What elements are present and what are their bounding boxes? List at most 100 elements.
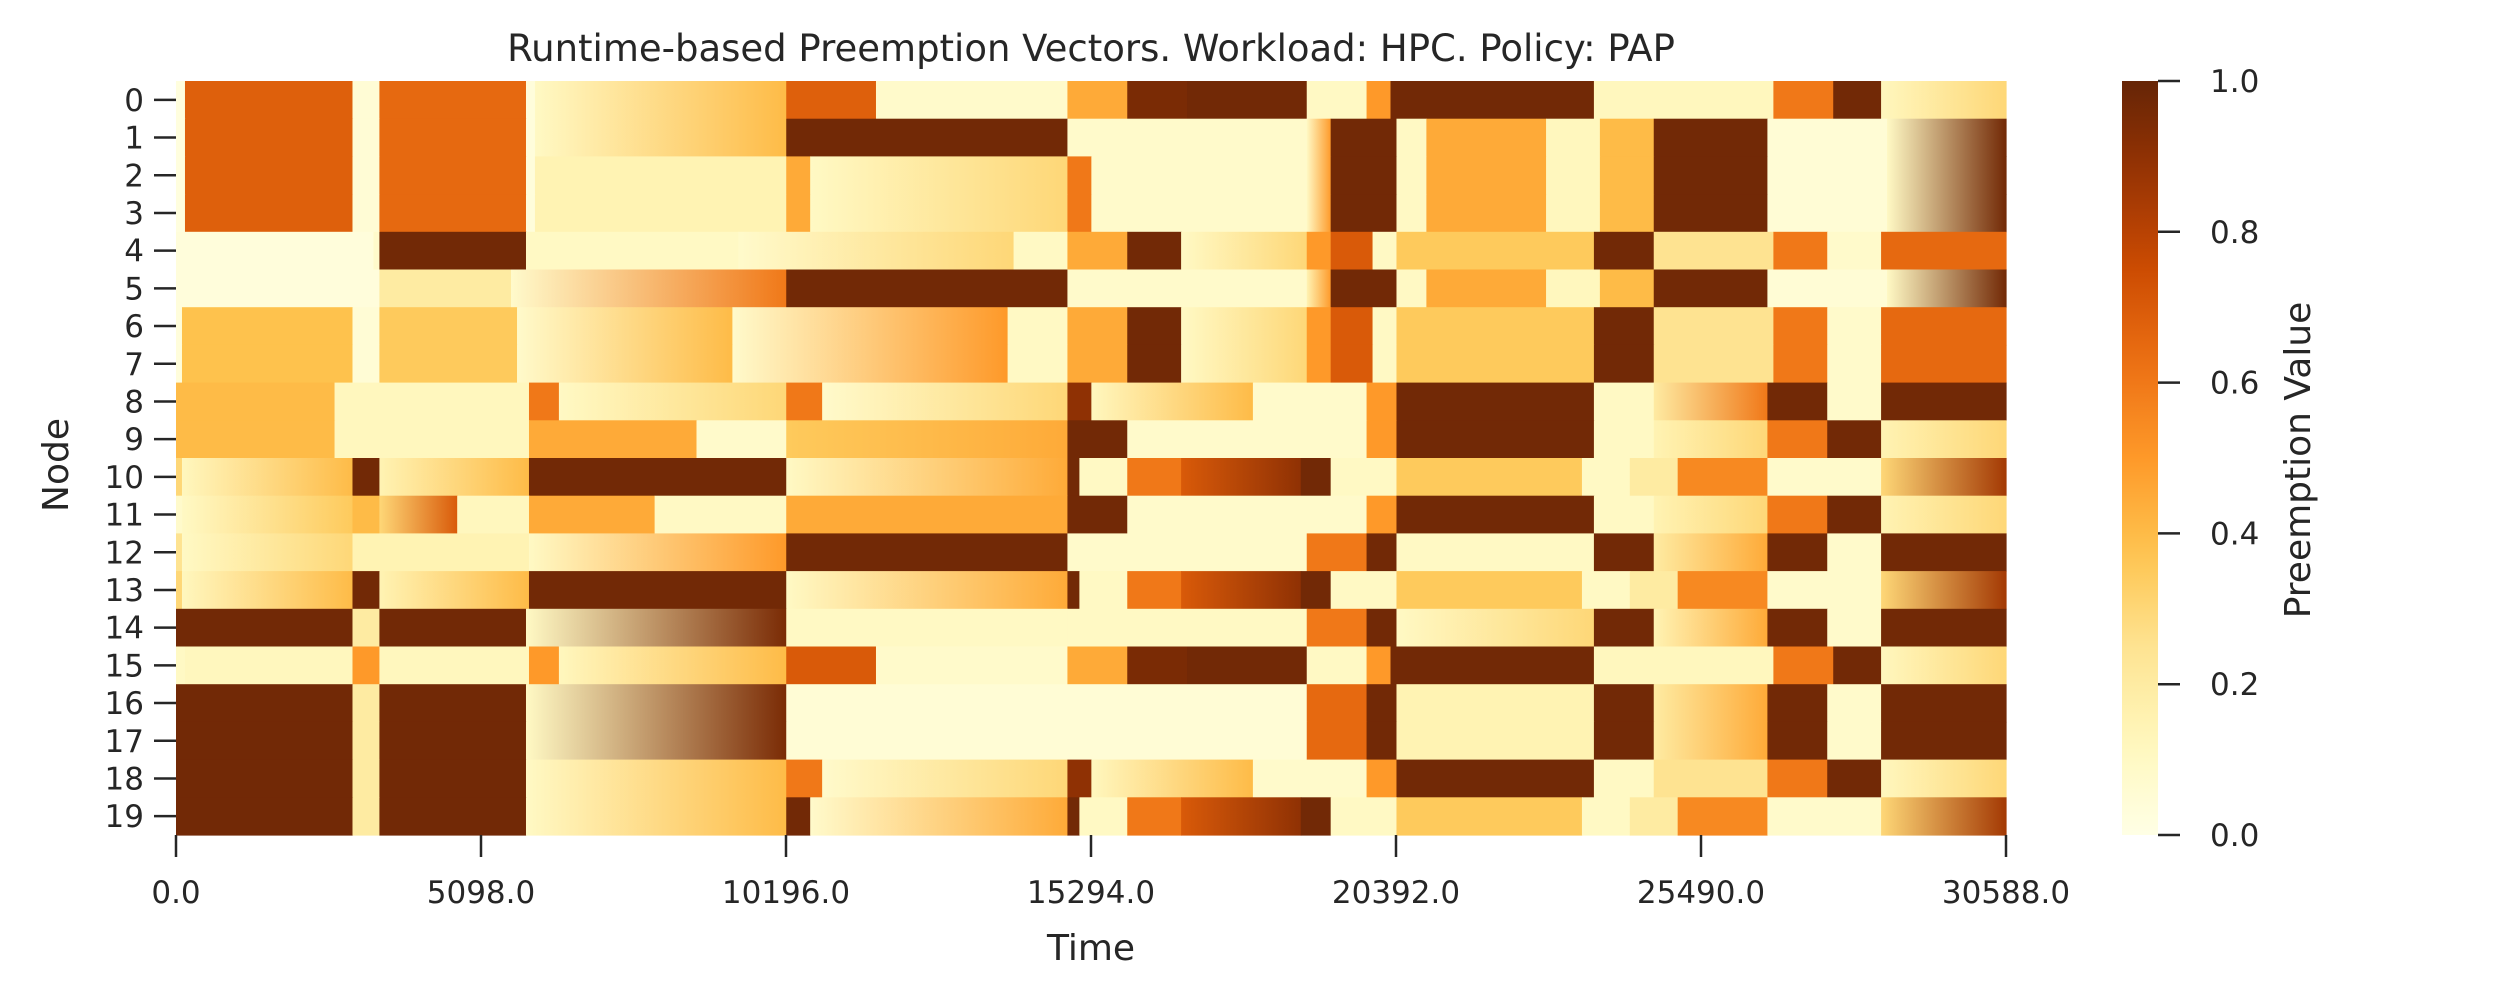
heatmap-cell (181, 458, 354, 497)
heatmap-cell (1653, 194, 1769, 233)
heatmap-cell (1306, 307, 1332, 346)
heatmap-cell (525, 231, 739, 271)
heatmap-cell (1887, 118, 2007, 157)
heatmap-cell (786, 382, 823, 421)
heatmap-cell (379, 721, 527, 761)
heatmap-cell (525, 118, 536, 157)
heatmap-cell (1127, 231, 1182, 271)
y-tick-label: 2 (124, 158, 144, 194)
y-tick-label: 8 (124, 384, 144, 420)
y-tick-label: 15 (105, 648, 144, 684)
heatmap-cell (1767, 194, 1888, 233)
heatmap-cell (1881, 759, 2007, 798)
heatmap-cell (176, 721, 354, 761)
heatmap-cell (732, 307, 1009, 346)
heatmap-cell (1306, 231, 1332, 271)
heatmap-cell (525, 156, 536, 195)
heatmap-cell (786, 759, 823, 798)
heatmap-cell (1300, 797, 1332, 836)
y-tick-label: 11 (105, 498, 144, 534)
heatmap-cell (1390, 81, 1595, 120)
x-tick-label: 0.0 (151, 875, 200, 911)
heatmap-cell (1067, 797, 1080, 836)
heatmap-cell (379, 307, 518, 346)
heatmap-cell (181, 495, 354, 534)
heatmap-cell (810, 156, 1069, 195)
heatmap-cell (1306, 344, 1332, 384)
heatmap-cell (184, 646, 354, 685)
heatmap-cell (1079, 458, 1128, 497)
heatmap-cell (1833, 646, 1882, 685)
heatmap-cell (1067, 458, 1080, 497)
heatmap-cell (1767, 533, 1828, 572)
x-tick-label: 30588.0 (1942, 875, 2070, 911)
heatmap-cell (352, 721, 381, 761)
heatmap-cell (1127, 646, 1188, 685)
heatmap-cell (875, 646, 1069, 685)
heatmap-cell (1881, 231, 2007, 271)
y-tick-label: 6 (124, 309, 144, 345)
heatmap-cell (1653, 684, 1769, 723)
heatmap-cell (1252, 382, 1368, 421)
heatmap-cell (1396, 307, 1595, 346)
heatmap-cell (1653, 759, 1769, 798)
y-tick-label: 13 (105, 573, 144, 609)
heatmap-cell (1593, 231, 1655, 271)
heatmap-cell (1330, 797, 1398, 836)
heatmap-cell (176, 269, 381, 308)
heatmap-cell (1252, 759, 1368, 798)
heatmap-cell (786, 81, 877, 120)
y-tick-label: 17 (105, 724, 144, 760)
colorbar-tick-label: 0.6 (2210, 366, 2259, 402)
heatmap-cell (1426, 194, 1547, 233)
x-tick-label: 20392.0 (1332, 875, 1460, 911)
heatmap-cell (1773, 307, 1828, 346)
heatmap-cell (1653, 382, 1769, 421)
heatmap-cell (1396, 269, 1427, 308)
heatmap-cell (1396, 721, 1595, 761)
heatmap-cell (517, 307, 733, 346)
heatmap-cell (822, 382, 1069, 421)
heatmap-cell (176, 307, 183, 346)
heatmap-cell (1330, 344, 1374, 384)
heatmap-cell (334, 420, 530, 459)
heatmap-cell (1426, 118, 1547, 157)
heatmap-cell (379, 81, 527, 120)
heatmap-cell (1767, 571, 1882, 610)
heatmap-cell (558, 382, 787, 421)
heatmap-cell (1593, 420, 1655, 459)
heatmap-cell (373, 231, 381, 271)
heatmap-cell (732, 344, 1009, 384)
heatmap-cell (352, 81, 381, 120)
heatmap-cell (1181, 571, 1302, 610)
heatmap-cell (528, 495, 656, 534)
heatmap-cell (1067, 608, 1308, 648)
heatmap-cell (1593, 81, 1774, 120)
heatmap-cell (786, 533, 1069, 572)
heatmap-cell (1827, 344, 1882, 384)
heatmap-cell (176, 420, 336, 459)
heatmap-cell (1426, 269, 1547, 308)
heatmap-cell (176, 646, 186, 685)
heatmap-cell (1767, 797, 1882, 836)
heatmap-cell (1593, 646, 1774, 685)
heatmap-cell (1593, 344, 1655, 384)
heatmap-cell (1127, 495, 1368, 534)
heatmap-cell (1067, 495, 1128, 534)
heatmap-cell (1827, 382, 1882, 421)
heatmap-cell (786, 797, 811, 836)
heatmap-cell (1396, 420, 1595, 459)
heatmap-cell (1181, 458, 1302, 497)
heatmap-cell (1372, 307, 1398, 346)
heatmap-cell (181, 344, 354, 384)
heatmap-cell (1881, 684, 2007, 723)
x-tick-label: 10196.0 (722, 875, 850, 911)
heatmap-cell (1396, 344, 1595, 384)
heatmap-cell (528, 382, 560, 421)
heatmap-cell (1629, 458, 1679, 497)
heatmap-cell (1091, 194, 1308, 233)
heatmap-cell (1396, 231, 1595, 271)
heatmap-cell (1396, 495, 1595, 534)
heatmap-cell (1593, 533, 1655, 572)
